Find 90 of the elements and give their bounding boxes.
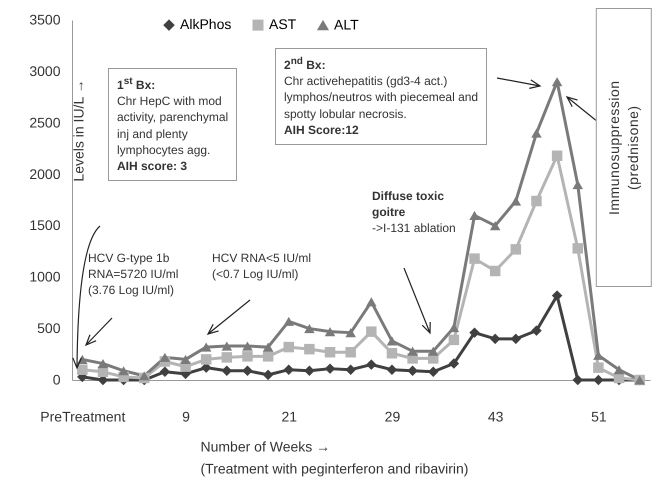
point — [552, 150, 562, 162]
y-tick-label: 3500 — [29, 12, 61, 28]
point — [428, 346, 438, 356]
point — [242, 342, 253, 351]
point — [200, 342, 212, 352]
y-tick-label: 2500 — [29, 114, 61, 130]
point — [593, 374, 604, 386]
point — [304, 344, 315, 354]
point — [552, 77, 562, 86]
y-tick-label: 500 — [37, 320, 61, 336]
point — [531, 196, 542, 206]
point — [386, 336, 398, 346]
point — [242, 366, 253, 376]
point — [324, 327, 336, 336]
x-tick-label: PreTreatment — [40, 408, 126, 424]
point — [490, 266, 500, 276]
point — [304, 324, 315, 334]
point — [262, 370, 274, 380]
legend-label: AlkPhos — [180, 16, 232, 32]
point — [448, 334, 460, 346]
annotation: Diffuse toxic goitre ->I-131 ablation — [372, 188, 456, 237]
point — [284, 316, 294, 326]
point — [407, 366, 418, 376]
x-axis-title: Number of Weeks → — [200, 438, 330, 454]
point — [98, 359, 108, 368]
annotation: HCV G-type 1b RNA=5720 IU/ml (3.76 Log IU/ml) — [88, 250, 178, 299]
y-tick-label: 2000 — [29, 166, 61, 182]
point — [345, 346, 356, 358]
y-tick-label: 0 — [52, 372, 61, 388]
point — [510, 196, 522, 206]
point — [531, 128, 542, 138]
point — [490, 334, 500, 344]
point — [572, 180, 583, 190]
point — [262, 342, 274, 352]
point — [510, 334, 522, 344]
legend-label: ALT — [334, 16, 360, 32]
y-tick-label: 1000 — [29, 268, 61, 285]
point — [160, 366, 170, 378]
point — [160, 352, 170, 362]
annotation: Immunosuppression (prednisone) — [605, 79, 642, 217]
point — [531, 325, 542, 336]
point — [366, 297, 377, 306]
point — [180, 354, 191, 364]
point — [222, 352, 232, 363]
point — [469, 210, 480, 220]
point — [304, 366, 315, 376]
annotation: 2$^{nd}$ Bx: Chr activehepatitis (gd3-4 act.) lymphos/neutros with piecemeal and spotty lobular necrosis. AIH Score:12 — [284, 55, 478, 138]
point — [345, 328, 356, 338]
point — [324, 346, 336, 358]
point — [222, 366, 232, 376]
point — [448, 323, 460, 332]
point — [200, 354, 212, 365]
point — [593, 362, 604, 373]
point — [490, 221, 500, 230]
point — [510, 244, 522, 255]
point — [572, 243, 583, 254]
annotation: 1$^{st}$ Bx: Chr HepC with mod activity, parenchymal inj and plenty lymphocytes agg. AIH score: 3 — [117, 75, 228, 174]
point — [572, 374, 583, 386]
point — [366, 359, 377, 370]
point — [366, 326, 377, 337]
point — [222, 342, 232, 351]
y-axis-title: Levels in IU/L → — [70, 79, 86, 182]
point — [284, 342, 294, 352]
point — [284, 364, 294, 375]
x-tick-label: 51 — [591, 408, 607, 424]
point — [552, 290, 562, 301]
annotation: HCV RNA<5 IU/ml (<0.7 Log IU/ml) — [212, 250, 312, 282]
text: (Treatment with peginterferon and ribavirin) — [200, 460, 468, 476]
point — [77, 364, 88, 375]
point — [386, 348, 398, 358]
point — [139, 371, 150, 380]
x-tick-label: 29 — [384, 408, 400, 424]
y-tick-label: 1500 — [29, 217, 61, 234]
point — [386, 364, 398, 375]
point — [345, 364, 356, 375]
point — [469, 253, 480, 264]
point — [407, 346, 418, 356]
x-tick-label: 21 — [281, 408, 298, 424]
point — [324, 363, 336, 374]
point — [614, 365, 624, 374]
point — [118, 366, 129, 376]
point — [469, 327, 480, 338]
point — [428, 366, 438, 378]
legend-label: AST — [269, 16, 297, 32]
point — [242, 351, 253, 362]
x-tick-label: 43 — [488, 408, 504, 424]
y-tick-label: 3000 — [29, 62, 61, 79]
x-tick-label: 9 — [182, 408, 190, 424]
point — [262, 351, 274, 362]
point — [448, 358, 460, 369]
